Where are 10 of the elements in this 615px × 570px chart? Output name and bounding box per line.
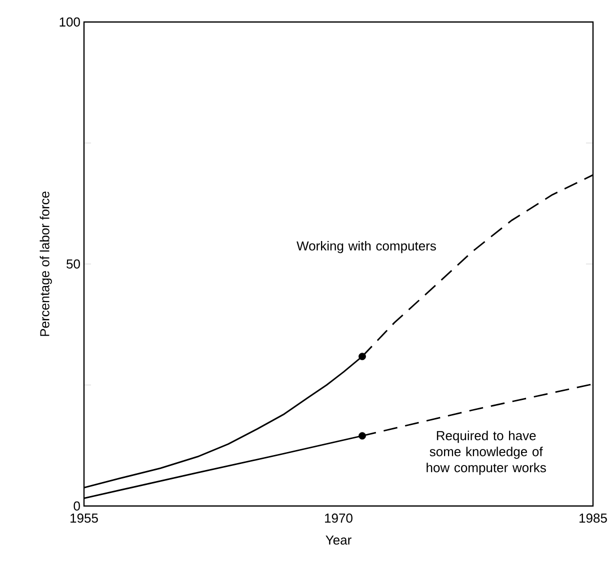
x-tick-label: 1970 bbox=[325, 514, 352, 523]
y-tick-label: 100 bbox=[60, 17, 80, 27]
y-axis-title: Percentage of labor force bbox=[40, 192, 52, 336]
series-label: Working with computers bbox=[296, 240, 436, 254]
x-tick-label: 1955 bbox=[70, 514, 98, 523]
series-label: Required to have some knowledge of how computer works bbox=[426, 430, 546, 475]
y-tick-label: 50 bbox=[66, 259, 80, 269]
x-axis-title: Year bbox=[326, 536, 352, 545]
x-tick-label: 1985 bbox=[580, 514, 607, 523]
y-tick-label: 0 bbox=[74, 501, 80, 511]
